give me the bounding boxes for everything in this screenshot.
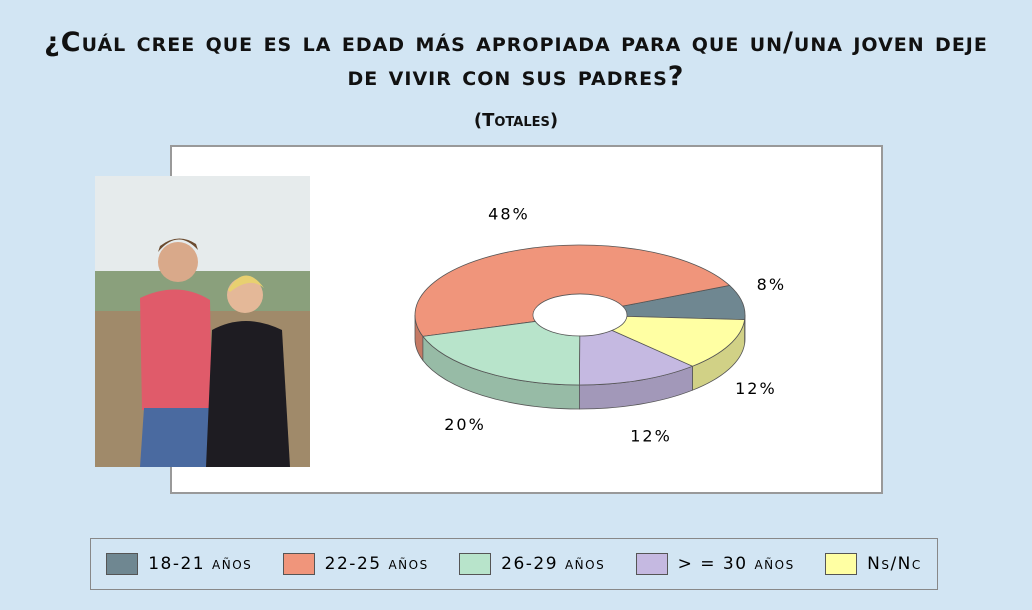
legend-swatch <box>825 553 857 575</box>
legend-label: 22-25 años <box>325 554 429 574</box>
legend-item: 26-29 años <box>459 553 605 575</box>
legend-swatch <box>459 553 491 575</box>
data-label: 20% <box>444 415 486 434</box>
photo <box>95 176 310 467</box>
data-label: 12% <box>630 426 672 445</box>
legend: 18-21 años 22-25 años 26-29 años > = 30 año… <box>90 538 938 590</box>
data-label: 8% <box>757 275 786 294</box>
legend-item: 18-21 años <box>106 553 252 575</box>
chart-subtitle: (Totales) <box>0 110 1032 131</box>
legend-swatch <box>283 553 315 575</box>
legend-item: Ns/Nc <box>825 553 922 575</box>
legend-label: Ns/Nc <box>867 554 922 574</box>
legend-label: 18-21 años <box>148 554 252 574</box>
chart-title: ¿Cuál cree que es la edad más apropiada … <box>30 26 1002 94</box>
page: 8% 48% 20% 12% 12% ¿Cuál cree que es la edad… <box>0 0 1032 610</box>
legend-label: > = 30 años <box>678 554 795 574</box>
legend-item: > = 30 años <box>636 553 795 575</box>
legend-swatch <box>636 553 668 575</box>
data-label: 12% <box>735 379 777 398</box>
data-label: 48% <box>488 205 530 224</box>
legend-item: 22-25 años <box>283 553 429 575</box>
legend-label: 26-29 años <box>501 554 605 574</box>
legend-swatch <box>106 553 138 575</box>
